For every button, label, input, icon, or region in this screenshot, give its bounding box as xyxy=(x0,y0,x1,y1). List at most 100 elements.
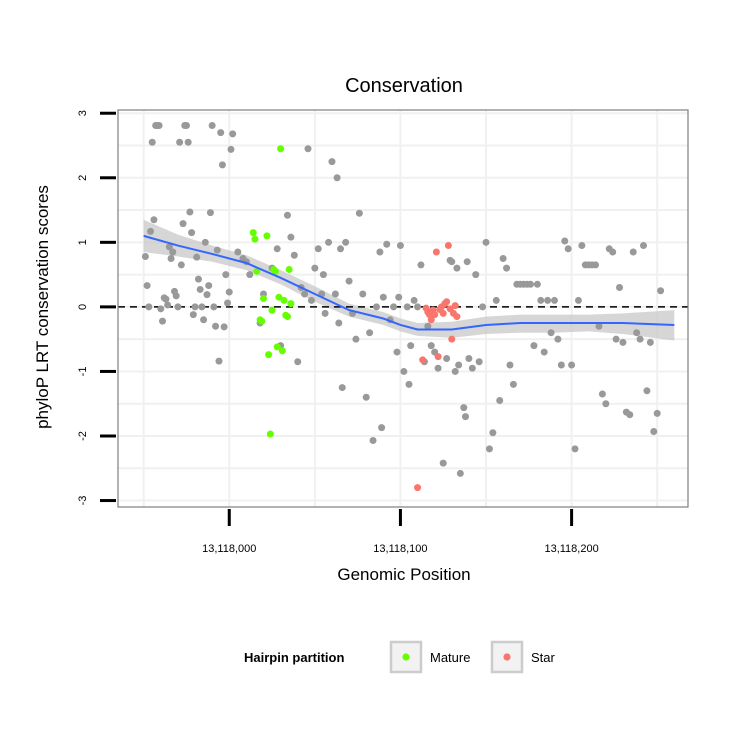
point-background xyxy=(328,158,336,166)
point-mature xyxy=(251,235,259,243)
point-background xyxy=(376,248,384,256)
point-background xyxy=(602,400,610,408)
point-background xyxy=(193,253,201,261)
point-background xyxy=(448,258,456,266)
point-background xyxy=(210,303,218,311)
point-background xyxy=(273,245,281,253)
point-background xyxy=(206,209,214,217)
point-background xyxy=(592,261,600,269)
point-background xyxy=(646,338,654,346)
point-star xyxy=(448,335,456,343)
point-background xyxy=(176,138,184,146)
point-background xyxy=(468,364,476,372)
x-tick-label: 13,118,000 xyxy=(202,543,256,555)
point-background xyxy=(472,271,480,279)
x-tick-label: 13,118,200 xyxy=(544,543,598,555)
legend-dot-star xyxy=(503,653,511,661)
y-axis-title: phyloP LRT conservation scores xyxy=(33,185,52,429)
point-background xyxy=(443,355,451,363)
point-background xyxy=(465,355,473,363)
point-background xyxy=(283,211,291,219)
point-background xyxy=(434,364,442,372)
point-background xyxy=(527,280,535,288)
point-background xyxy=(550,296,558,304)
point-background xyxy=(212,322,220,330)
point-background xyxy=(383,240,391,248)
point-background xyxy=(369,437,377,445)
point-background xyxy=(325,238,333,246)
point-background xyxy=(145,303,153,311)
point-background xyxy=(217,129,225,137)
point-background xyxy=(362,393,370,401)
point-background xyxy=(234,248,242,256)
y-tick-label: -1 xyxy=(77,367,89,377)
panel-border xyxy=(117,109,689,508)
y-tick-label: 3 xyxy=(77,110,89,116)
point-mature xyxy=(283,313,291,321)
point-background xyxy=(451,367,459,375)
point-background xyxy=(372,303,380,311)
point-background xyxy=(390,303,398,311)
point-star xyxy=(434,353,442,361)
point-mature xyxy=(253,267,261,275)
point-background xyxy=(499,254,507,262)
point-background xyxy=(485,445,493,453)
legend-label-mature: Mature xyxy=(430,650,470,665)
point-background xyxy=(653,409,661,417)
point-background xyxy=(506,361,514,369)
point-background xyxy=(198,303,206,311)
point-background xyxy=(427,342,435,350)
y-tick-label: 0 xyxy=(77,304,89,310)
point-background xyxy=(169,248,177,256)
point-background xyxy=(537,296,545,304)
point-background xyxy=(196,285,204,293)
point-background xyxy=(578,242,586,250)
point-star xyxy=(439,309,447,317)
point-background xyxy=(174,303,182,311)
point-background xyxy=(639,242,647,250)
point-mature xyxy=(287,300,295,308)
point-background xyxy=(366,329,374,337)
point-mature xyxy=(259,294,267,302)
point-background xyxy=(564,245,572,253)
point-background xyxy=(453,264,461,272)
confidence-ribbon xyxy=(143,219,675,341)
point-background xyxy=(359,290,367,298)
point-background xyxy=(479,303,487,311)
point-background xyxy=(155,121,163,129)
point-background xyxy=(489,429,497,437)
point-background xyxy=(609,248,617,256)
point-background xyxy=(455,361,463,369)
point-background xyxy=(335,319,343,327)
point-background xyxy=(331,290,339,298)
point-background xyxy=(162,295,170,303)
point-mature xyxy=(268,306,276,314)
y-tick-label: 2 xyxy=(77,175,89,181)
point-background xyxy=(568,361,576,369)
point-background xyxy=(540,348,548,356)
point-background xyxy=(215,357,223,365)
point-background xyxy=(165,243,173,251)
point-background xyxy=(189,311,197,319)
point-background xyxy=(557,361,565,369)
point-background xyxy=(184,138,192,146)
point-background xyxy=(650,427,658,435)
point-background xyxy=(224,299,232,307)
point-background xyxy=(177,261,185,269)
point-background xyxy=(304,145,312,153)
point-background xyxy=(194,275,202,283)
point-background xyxy=(407,342,415,350)
point-background xyxy=(410,296,418,304)
point-background xyxy=(424,322,432,330)
point-background xyxy=(205,282,213,290)
point-star xyxy=(444,242,452,250)
point-mature xyxy=(273,343,281,351)
legend-dot-mature xyxy=(402,653,410,661)
point-background xyxy=(337,245,345,253)
point-background xyxy=(547,329,555,337)
point-background xyxy=(396,242,404,250)
point-background xyxy=(220,323,228,331)
point-background xyxy=(355,209,363,217)
point-background xyxy=(626,411,634,419)
